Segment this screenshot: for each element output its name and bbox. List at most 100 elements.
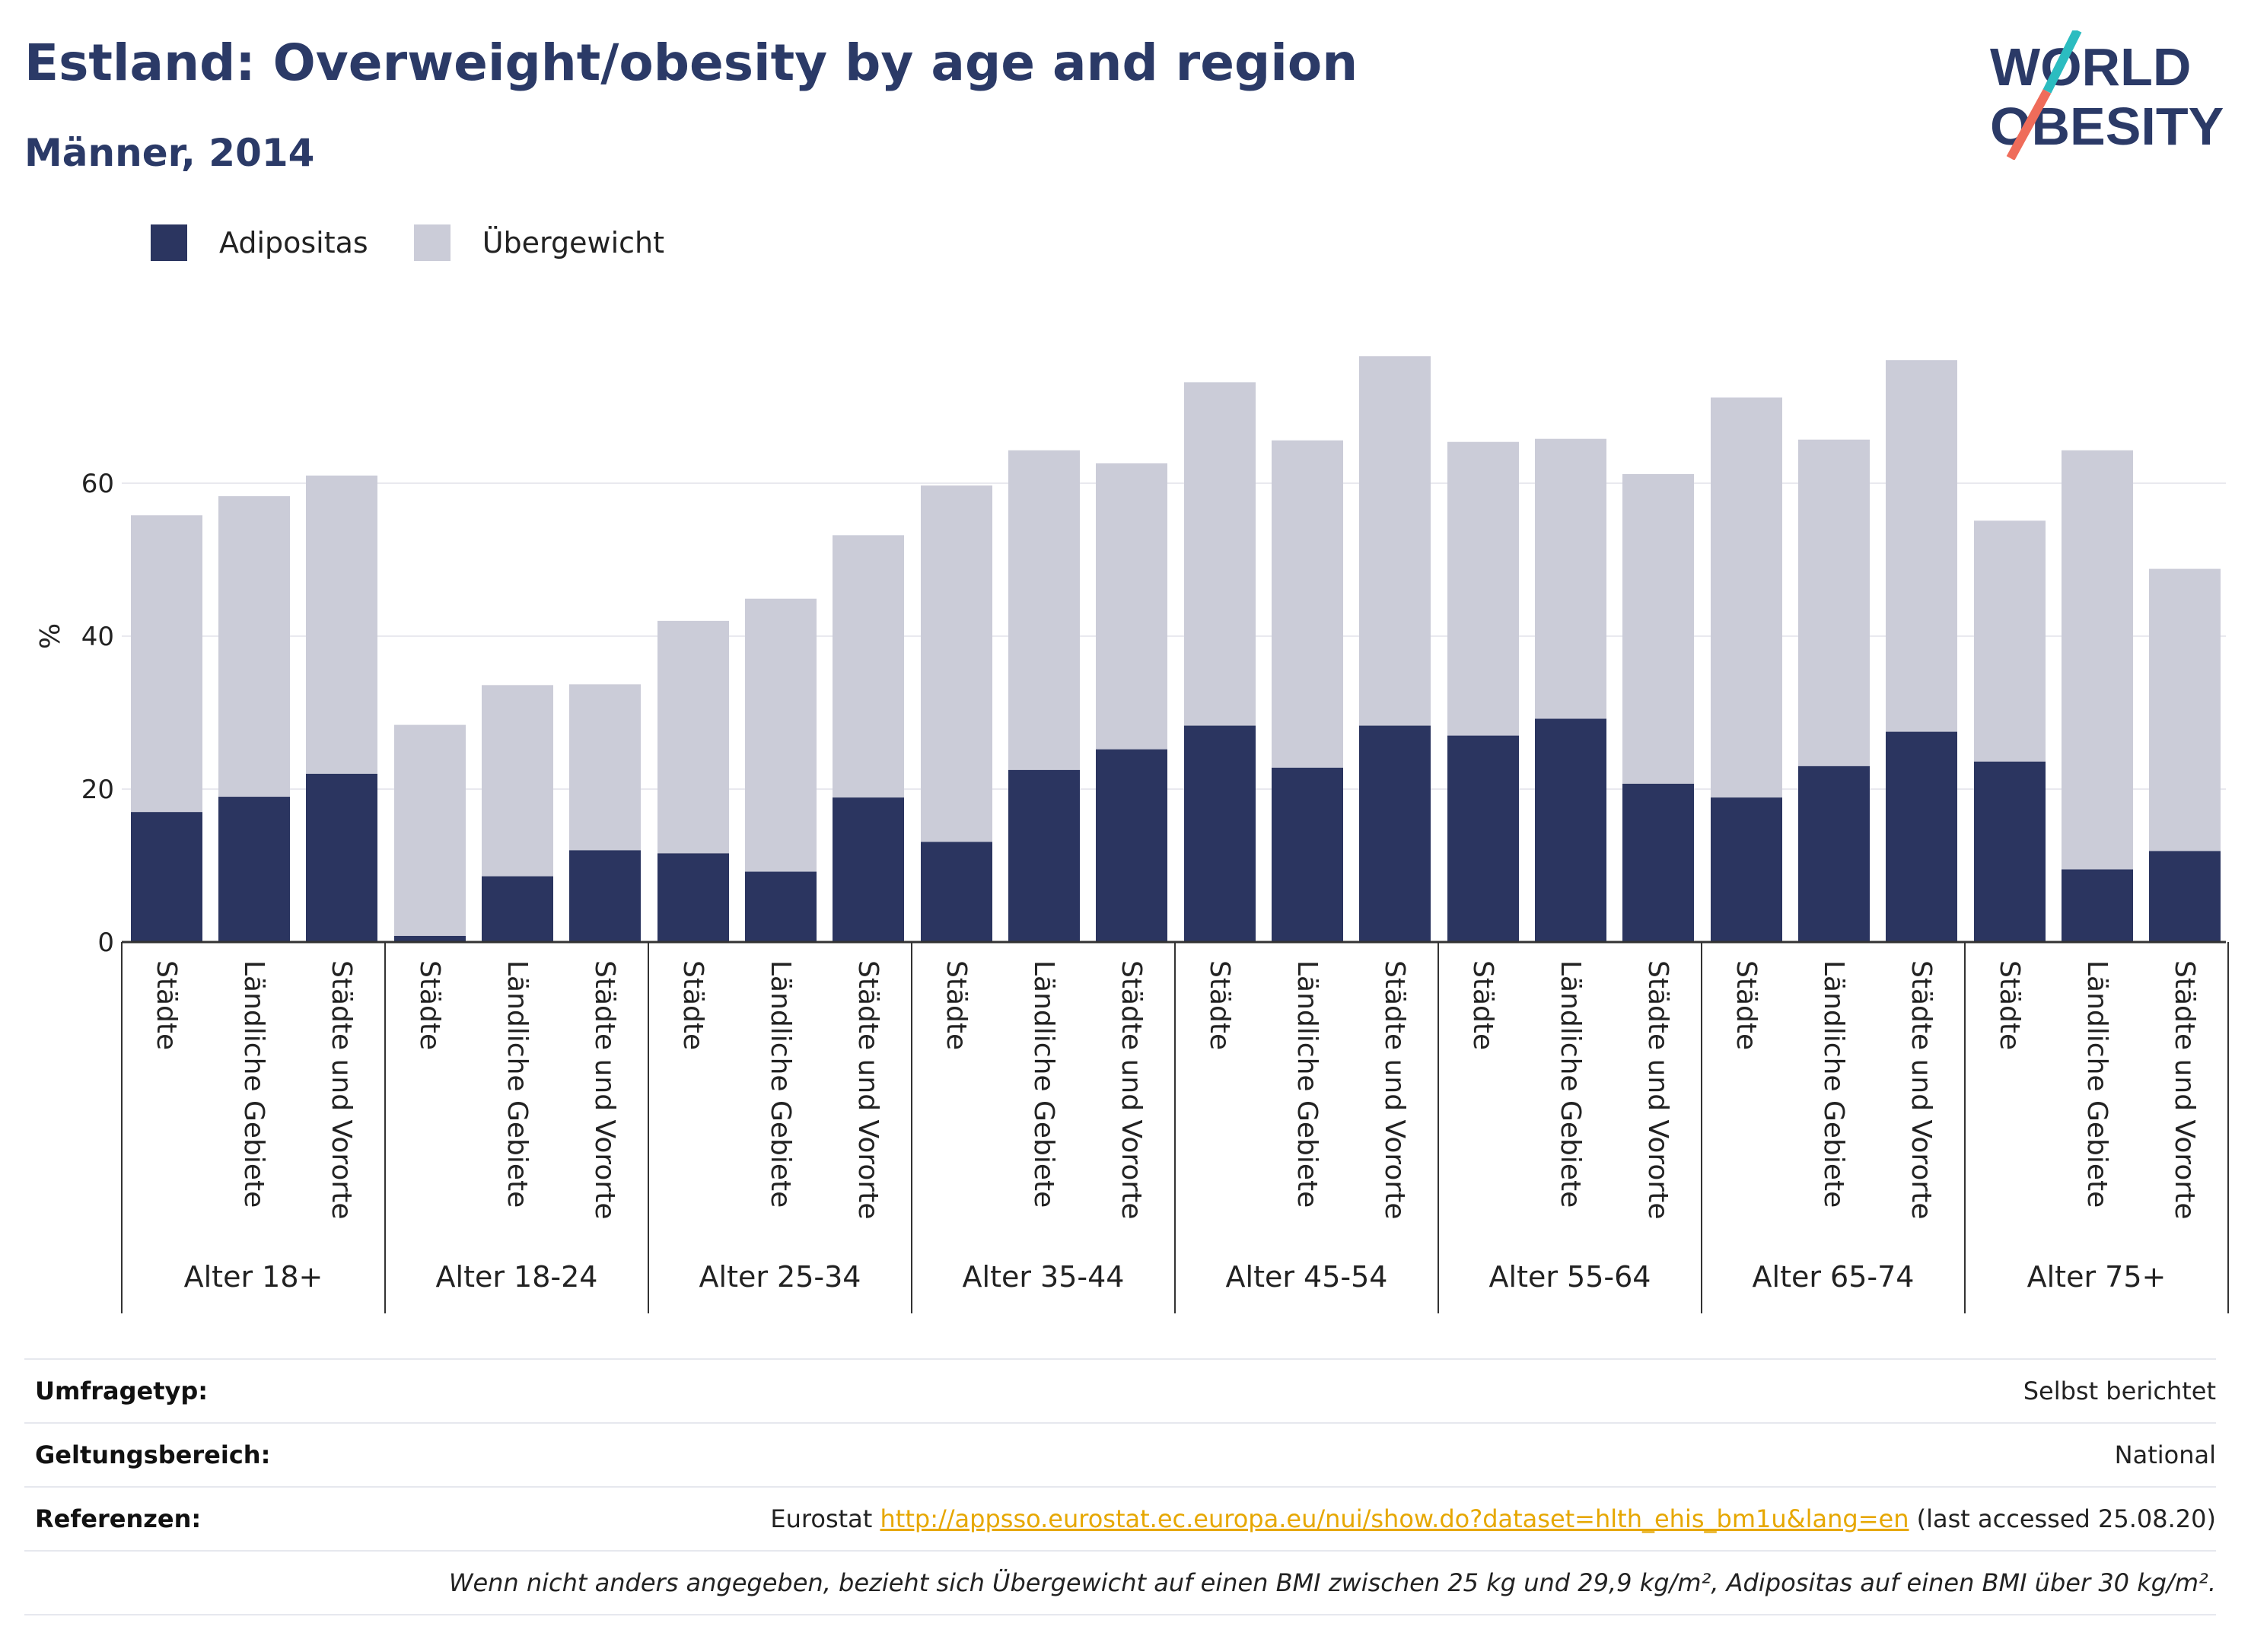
x-category-label-3-2: Städte und Vororte xyxy=(1116,960,1147,1219)
legend-item-overweight: Übergewicht xyxy=(413,224,664,261)
bar-overweight-5-0 xyxy=(1447,441,1519,736)
bar-overweight-4-1 xyxy=(1272,440,1343,768)
info-row-note: Wenn nicht anders angegeben, bezieht sic… xyxy=(24,1550,2216,1615)
bar-overweight-2-0 xyxy=(657,620,729,854)
info-table: Umfragetyp: Selbst berichtet Geltungsber… xyxy=(24,1358,2216,1615)
group-label-1: Alter 18-24 xyxy=(436,1260,598,1294)
group-label-0: Alter 18+ xyxy=(184,1260,323,1294)
logo-line1: WORLD xyxy=(1990,37,2191,97)
bar-obesity-4-0 xyxy=(1184,725,1256,942)
bar-overweight-3-0 xyxy=(921,485,992,842)
scope-label: Geltungsbereich: xyxy=(35,1440,271,1469)
bar-obesity-5-1 xyxy=(1535,718,1606,942)
x-category-label-0-0: Städte xyxy=(151,960,182,1050)
info-row-scope: Geltungsbereich: National xyxy=(24,1422,2216,1486)
bmi-note: Wenn nicht anders angegeben, bezieht sic… xyxy=(448,1568,2216,1597)
bar-overweight-4-0 xyxy=(1184,382,1256,726)
x-category-label-1-0: Städte xyxy=(414,960,445,1050)
bar-obesity-3-2 xyxy=(1096,749,1167,942)
legend-swatch-obesity xyxy=(151,224,187,261)
bar-obesity-4-2 xyxy=(1359,725,1431,942)
references-suffix: (last accessed 25.08.20) xyxy=(1916,1504,2216,1533)
bar-overweight-3-1 xyxy=(1008,450,1080,770)
x-category-label-6-1: Ländliche Gebiete xyxy=(1818,960,1849,1208)
x-category-label-3-1: Ländliche Gebiete xyxy=(1028,960,1059,1208)
group-label-6: Alter 65-74 xyxy=(1753,1260,1915,1294)
stacked-bar-chart: 0 20 40 60% Städte Ländliche Gebiete Städte un… xyxy=(35,356,2229,1313)
group-label-4: Alter 45-54 xyxy=(1226,1260,1388,1294)
bar-obesity-4-1 xyxy=(1272,767,1343,942)
bar-overweight-0-2 xyxy=(306,475,377,774)
info-row-survey: Umfragetyp: Selbst berichtet xyxy=(24,1358,2216,1422)
bar-overweight-2-2 xyxy=(833,535,904,798)
chart-title: Estland: Overweight/obesity by age and r… xyxy=(24,33,1358,92)
bar-overweight-5-2 xyxy=(1622,473,1694,784)
bar-overweight-2-1 xyxy=(745,598,817,872)
bar-overweight-1-0 xyxy=(394,724,466,936)
bar-obesity-0-0 xyxy=(131,812,202,942)
x-category-label-7-0: Städte xyxy=(1994,960,2025,1050)
x-category-label-1-1: Ländliche Gebiete xyxy=(501,960,533,1208)
info-row-references: Referenzen: Eurostat http://appsso.euros… xyxy=(24,1486,2216,1550)
bar-obesity-2-1 xyxy=(745,871,817,942)
references-link[interactable]: http://appsso.eurostat.ec.europa.eu/nui/… xyxy=(880,1504,1909,1533)
bar-obesity-7-0 xyxy=(1974,761,2046,942)
bar-overweight-4-2 xyxy=(1359,356,1431,726)
x-category-label-3-0: Städte xyxy=(941,960,972,1050)
legend-item-obesity: Adipositas xyxy=(151,224,368,261)
bar-overweight-1-1 xyxy=(482,685,553,877)
x-category-label-5-2: Städte und Vororte xyxy=(1642,960,1673,1219)
references-label: Referenzen: xyxy=(35,1504,202,1533)
bar-obesity-3-1 xyxy=(1008,769,1080,942)
bar-obesity-2-0 xyxy=(657,853,729,942)
legend-swatch-overweight xyxy=(413,224,451,261)
group-label-3: Alter 35-44 xyxy=(963,1260,1125,1294)
x-category-label-6-0: Städte xyxy=(1730,960,1762,1050)
y-tick-label-20: 20 xyxy=(81,775,114,805)
bar-obesity-6-0 xyxy=(1711,797,1782,942)
bar-obesity-5-0 xyxy=(1447,735,1519,942)
legend-label-obesity: Adipositas xyxy=(219,226,368,259)
bar-overweight-1-2 xyxy=(569,684,641,851)
x-category-label-2-1: Ländliche Gebiete xyxy=(765,960,796,1208)
bar-overweight-6-2 xyxy=(1886,360,1957,732)
survey-label: Umfragetyp: xyxy=(35,1377,209,1405)
bar-obesity-6-2 xyxy=(1886,731,1957,942)
bar-obesity-0-1 xyxy=(218,797,290,942)
references-prefix: Eurostat xyxy=(770,1504,873,1533)
legend-label-overweight: Übergewicht xyxy=(482,226,664,259)
x-category-label-5-1: Ländliche Gebiete xyxy=(1555,960,1586,1208)
bar-obesity-2-2 xyxy=(833,797,904,942)
bar-obesity-0-2 xyxy=(306,773,377,942)
x-category-label-7-1: Ländliche Gebiete xyxy=(2081,960,2113,1208)
references-value: Eurostat http://appsso.eurostat.ec.europ… xyxy=(770,1504,2216,1533)
bar-obesity-1-1 xyxy=(482,876,553,942)
bar-obesity-5-2 xyxy=(1622,783,1694,942)
bar-obesity-3-0 xyxy=(921,842,992,942)
logo-coral-slash xyxy=(2006,89,2052,160)
bar-overweight-3-2 xyxy=(1096,463,1167,750)
x-category-label-4-1: Ländliche Gebiete xyxy=(1291,960,1323,1208)
bar-obesity-7-1 xyxy=(2062,869,2133,942)
x-category-label-1-2: Städte und Vororte xyxy=(589,960,620,1219)
bar-overweight-7-2 xyxy=(2149,568,2221,851)
bar-overweight-0-1 xyxy=(218,496,290,797)
y-axis-label: % xyxy=(35,623,66,649)
bar-obesity-1-0 xyxy=(394,935,466,942)
chart-subtitle: Männer, 2014 xyxy=(24,131,315,175)
x-category-label-2-2: Städte und Vororte xyxy=(852,960,884,1219)
x-category-label-4-2: Städte und Vororte xyxy=(1379,960,1410,1219)
x-category-label-5-0: Städte xyxy=(1467,960,1498,1050)
bar-overweight-0-0 xyxy=(131,515,202,813)
x-category-label-0-2: Städte und Vororte xyxy=(326,960,357,1219)
group-label-2: Alter 25-34 xyxy=(699,1260,861,1294)
chart-legend: Adipositas Übergewicht xyxy=(151,224,710,261)
group-label-5: Alter 55-64 xyxy=(1489,1260,1651,1294)
x-category-label-2-0: Städte xyxy=(677,960,708,1050)
bar-obesity-1-2 xyxy=(569,850,641,942)
survey-value: Selbst berichtet xyxy=(2023,1377,2216,1405)
logo-teal-slash xyxy=(2042,30,2082,94)
bar-overweight-6-1 xyxy=(1798,439,1870,766)
bar-overweight-7-0 xyxy=(1974,520,2046,762)
y-tick-label-60: 60 xyxy=(81,469,114,499)
